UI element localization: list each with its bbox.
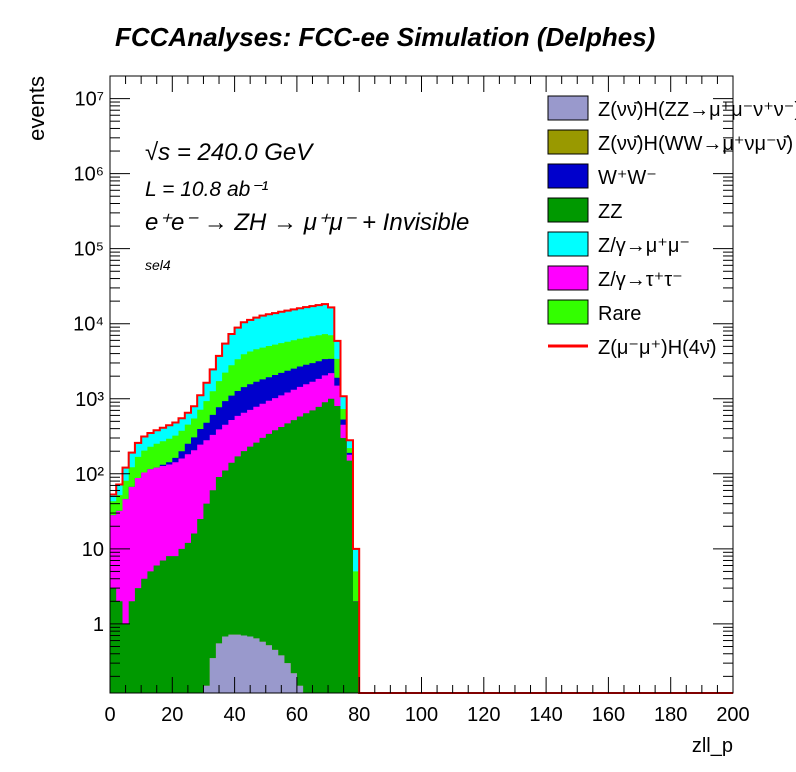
annotation-selection: sel4 [145,257,171,273]
legend-label: Z/γ→μ⁺μ⁻ [598,235,690,257]
y-tick-label: 10⁷ [75,89,104,111]
legend-label: W⁺W⁻ [598,167,657,189]
x-tick-label: 180 [654,704,687,726]
legend-swatch [547,197,589,223]
legend-entry: Z(νν̄)H(ZZ→μ⁺μ⁻ν⁺ν⁻) [547,95,796,121]
legend-entry: Z(μ⁻μ⁺)H(4ν̄) [548,337,717,359]
annotations: √s = 240.0 GeV L = 10.8 ab⁻¹ e⁺e⁻ → ZH →… [145,139,469,273]
stacked-histogram [110,303,733,694]
legend-label: Rare [598,303,641,325]
y-tick-label: 10⁴ [73,314,104,336]
legend-entry: Z/γ→τ⁺τ⁻ [547,265,683,291]
x-tick-label: 40 [223,704,245,726]
legend-swatch [547,95,589,121]
signal-line [110,303,733,694]
legend-label: ZZ [598,201,622,223]
signal-series-line [110,303,733,694]
x-tick-label: 0 [104,704,115,726]
x-tick-label: 60 [286,704,308,726]
legend-label: Z(νν̄)H(ZZ→μ⁺μ⁻ν⁺ν⁻) [598,99,796,121]
x-tick-label: 20 [161,704,183,726]
y-axis: 1 10 10² 10³ 10⁴ 10⁵ 10⁶ 10⁷ [73,75,733,677]
y-tick-label: 10⁶ [74,164,104,186]
x-tick-label: 160 [592,704,625,726]
y-axis-label: events [24,76,49,141]
legend-swatch [547,163,589,189]
stack-layer-Z(νν̄)H(ZZ→μ⁺μ⁻ν⁺ν⁻) [110,634,733,693]
legend-label: Z/γ→τ⁺τ⁻ [598,269,683,291]
legend-swatch [547,129,589,155]
legend-entry: Z(νν̄)H(WW→μ⁺νμ⁻ν̄) [547,129,793,155]
legend: Z(νν̄)H(ZZ→μ⁺μ⁻ν⁺ν⁻) Z(νν̄)H(WW→μ⁺νμ⁻ν̄) W… [547,95,796,359]
legend-swatch [547,231,589,257]
annotation-luminosity: L = 10.8 ab⁻¹ [145,178,268,201]
legend-label: Z(μ⁻μ⁺)H(4ν̄) [598,337,717,359]
legend-entry: Z/γ→μ⁺μ⁻ [547,231,690,257]
annotation-process: e⁺e⁻ → ZH → μ⁺μ⁻ + Invisible [145,209,469,236]
y-tick-label: 10⁵ [73,239,104,261]
x-tick-label: 120 [467,704,500,726]
legend-swatch [547,265,589,291]
y-tick-label: 10 [82,539,104,561]
legend-entry: ZZ [547,197,622,223]
x-axis-label: zll_p [692,735,733,757]
x-axis: 0 20 40 60 80 100 120 140 160 180 200 [104,76,750,726]
x-tick-label: 80 [348,704,370,726]
chart-title: FCCAnalyses: FCC-ee Simulation (Delphes) [115,22,655,52]
x-tick-label: 140 [529,704,562,726]
stack-layer-ZZ [110,398,733,693]
y-tick-label: 10² [75,464,104,486]
x-tick-label: 100 [405,704,438,726]
y-tick-label: 10³ [75,389,104,411]
legend-entry: W⁺W⁻ [547,163,657,189]
y-tick-label: 1 [93,614,104,636]
legend-label: Z(νν̄)H(WW→μ⁺νμ⁻ν̄) [598,133,793,155]
legend-swatch [547,299,589,325]
annotation-sqrt-s: √s = 240.0 GeV [145,139,314,166]
x-tick-label: 200 [716,704,749,726]
legend-entry: Rare [547,299,641,325]
